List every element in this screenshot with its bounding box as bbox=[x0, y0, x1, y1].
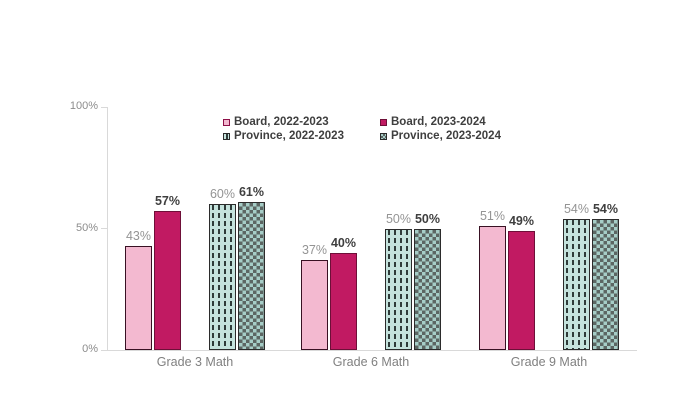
bar-value-label: 50% bbox=[385, 211, 412, 226]
legend-label: Province, 2023-2024 bbox=[391, 130, 501, 142]
bar bbox=[301, 260, 328, 350]
legend-item-board-2022-2023: Board, 2022-2023 bbox=[223, 115, 380, 129]
legend-item-province-2022-2023: Province, 2022-2023 bbox=[223, 129, 380, 143]
bar bbox=[563, 218, 590, 350]
y-tick-label-100: 100% bbox=[69, 100, 98, 112]
bar bbox=[479, 226, 506, 350]
bar-value-label: 54% bbox=[563, 201, 590, 216]
bar-value-label: 61% bbox=[238, 184, 265, 199]
legend: Board, 2022-2023 Board, 2023-2024 Provin… bbox=[223, 115, 501, 143]
legend-item-province-2023-2024: Province, 2023-2024 bbox=[380, 129, 501, 143]
legend-item-board-2023-2024: Board, 2023-2024 bbox=[380, 115, 501, 129]
bar bbox=[508, 230, 535, 350]
legend-swatch-icon bbox=[380, 132, 387, 140]
bar-value-label: 57% bbox=[154, 194, 181, 209]
bar bbox=[592, 218, 619, 350]
legend-label: Province, 2022-2023 bbox=[234, 130, 344, 142]
bar-value-label: 43% bbox=[125, 228, 152, 243]
bar-value-label: 51% bbox=[479, 209, 506, 224]
category-label-grade-9-math: Grade 9 Math bbox=[510, 355, 588, 369]
y-tick-label-50: 50% bbox=[75, 222, 98, 234]
bar bbox=[209, 204, 236, 350]
legend-swatch-icon bbox=[223, 132, 230, 140]
legend-swatch-icon bbox=[223, 118, 230, 126]
bar-value-label: 60% bbox=[209, 187, 236, 202]
bar bbox=[330, 252, 357, 350]
category-label-grade-6-math: Grade 6 Math bbox=[332, 355, 410, 369]
bar bbox=[238, 201, 265, 350]
y-tick-label-0: 0% bbox=[82, 343, 98, 355]
bar bbox=[154, 211, 181, 350]
bar bbox=[414, 228, 441, 350]
bar-value-label: 49% bbox=[508, 213, 535, 228]
bar bbox=[385, 228, 412, 350]
y-tick-50 bbox=[101, 228, 107, 229]
legend-label: Board, 2022-2023 bbox=[234, 116, 329, 128]
x-axis-line bbox=[101, 350, 637, 351]
category-label-grade-3-math: Grade 3 Math bbox=[156, 355, 234, 369]
bar-value-label: 40% bbox=[330, 235, 357, 250]
bar-value-label: 37% bbox=[301, 243, 328, 258]
bar-value-label: 50% bbox=[414, 211, 441, 226]
y-axis-line bbox=[107, 107, 108, 350]
bar-value-label: 54% bbox=[592, 201, 619, 216]
legend-swatch-icon bbox=[380, 118, 387, 126]
y-tick-0 bbox=[101, 350, 107, 351]
y-tick-100 bbox=[101, 107, 107, 108]
bar bbox=[125, 245, 152, 350]
legend-label: Board, 2023-2024 bbox=[391, 116, 486, 128]
